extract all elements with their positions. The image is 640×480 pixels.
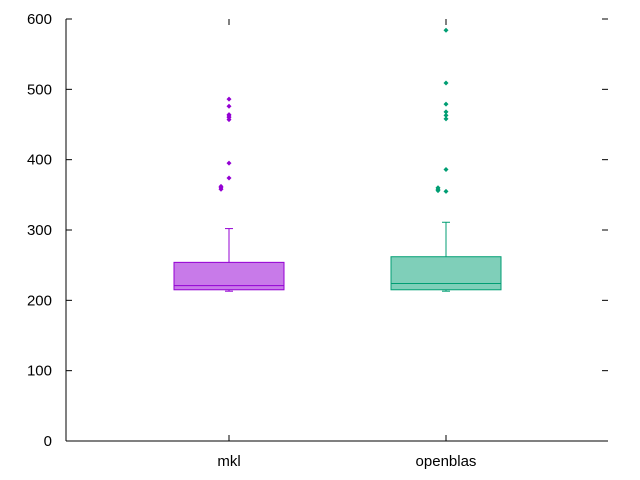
outlier-point xyxy=(218,186,224,192)
y-tick-label: 300 xyxy=(27,222,52,239)
outlier-point xyxy=(226,112,232,118)
x-tick-label: mkl xyxy=(217,453,240,470)
outlier-point xyxy=(443,188,449,194)
x-tick-label: openblas xyxy=(416,453,477,470)
outlier-point xyxy=(218,183,224,189)
outlier-point xyxy=(435,185,441,191)
outlier-point xyxy=(226,160,232,166)
outlier-point xyxy=(226,175,232,181)
outlier-point xyxy=(443,80,449,86)
y-tick-label: 0 xyxy=(44,433,52,450)
y-tick-label: 500 xyxy=(27,81,52,98)
y-tick-label: 400 xyxy=(27,152,52,169)
outlier-point xyxy=(443,112,449,118)
outlier-point xyxy=(226,96,232,102)
axes xyxy=(65,18,608,442)
boxes xyxy=(173,27,502,292)
y-tick-label: 600 xyxy=(27,11,52,28)
box-group-mkl xyxy=(173,96,285,292)
outlier-point xyxy=(443,167,449,173)
box-group-openblas xyxy=(390,27,502,292)
tick-labels: 0 100 200 300 400 500 600 mkl openblas xyxy=(27,11,476,470)
outlier-point xyxy=(443,116,449,122)
iqr-box xyxy=(390,256,502,291)
outlier-point xyxy=(443,27,449,33)
outlier-point xyxy=(443,109,449,115)
y-tick-label: 100 xyxy=(27,363,52,380)
y-tick-label: 200 xyxy=(27,292,52,309)
outlier-point xyxy=(226,103,232,109)
outlier-point xyxy=(443,101,449,107)
